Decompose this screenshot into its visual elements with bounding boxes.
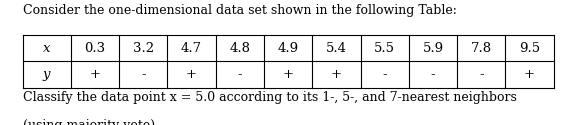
Text: y: y: [43, 68, 50, 81]
Text: 4.9: 4.9: [277, 42, 299, 55]
Text: Classify the data point x = 5.0 according to its 1-, 5-, and 7-nearest neighbors: Classify the data point x = 5.0 accordin…: [23, 91, 516, 104]
Text: 3.2: 3.2: [133, 42, 154, 55]
Text: +: +: [186, 68, 197, 81]
Text: +: +: [331, 68, 342, 81]
Text: 7.8: 7.8: [471, 42, 492, 55]
Text: 0.3: 0.3: [84, 42, 106, 55]
Text: 9.5: 9.5: [519, 42, 540, 55]
Text: -: -: [237, 68, 242, 81]
Text: +: +: [282, 68, 294, 81]
Text: +: +: [89, 68, 101, 81]
Text: 5.4: 5.4: [326, 42, 347, 55]
Text: -: -: [141, 68, 146, 81]
Text: x: x: [43, 42, 50, 55]
Text: 4.8: 4.8: [229, 42, 250, 55]
Text: -: -: [431, 68, 435, 81]
Text: +: +: [524, 68, 535, 81]
Text: -: -: [479, 68, 484, 81]
Text: 5.5: 5.5: [374, 42, 395, 55]
Text: -: -: [383, 68, 387, 81]
Text: 5.9: 5.9: [423, 42, 444, 55]
Text: (using majority vote).: (using majority vote).: [23, 119, 159, 125]
Text: 4.7: 4.7: [181, 42, 202, 55]
Text: Consider the one-dimensional data set shown in the following Table:: Consider the one-dimensional data set sh…: [23, 4, 457, 17]
